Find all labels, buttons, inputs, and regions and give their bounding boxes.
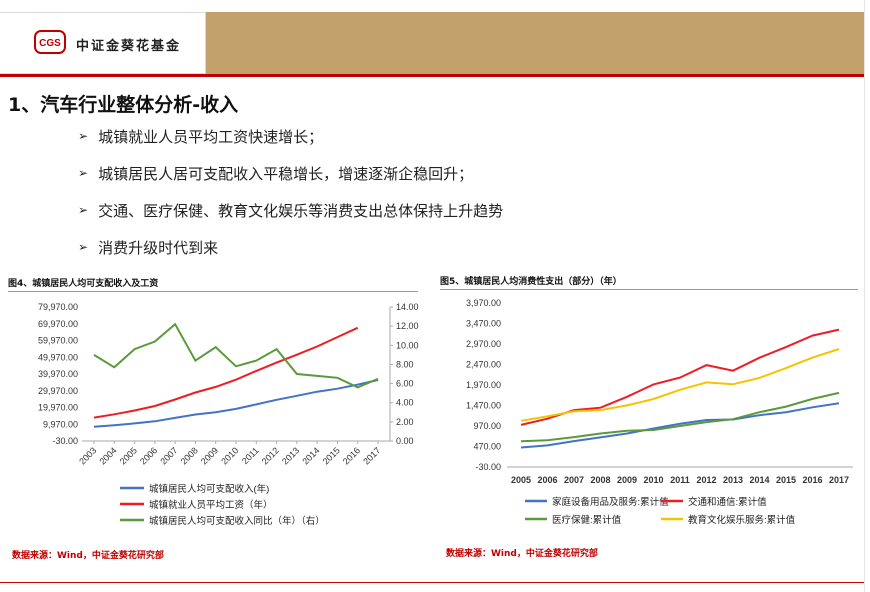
chart1-left-tick-label: 9,970.00 [43, 419, 78, 429]
chart2-x-tick-label: 2007 [564, 475, 584, 485]
chart2-x-tick-label: 2010 [643, 475, 663, 485]
chart2-legend-label: 教育文化娱乐服务:累计值 [688, 514, 796, 526]
arrow-bullet-icon: ➢ [78, 129, 89, 143]
chart1-right-tick-label: 14.00 [396, 302, 419, 312]
bullet-text: 交通、医疗保健、教育文化娱乐等消费支出总体保持上升趋势 [98, 202, 504, 220]
chart1-legend-label: 城镇居民人均可支配收入(年) [149, 483, 269, 495]
bullet-item: ➢ 城镇就业人员平均工资快速增长； [78, 126, 503, 163]
chart1-left-tick-label: 79,970.00 [38, 302, 78, 312]
chart1-x-tick-label: 2003 [77, 445, 98, 466]
bullet-item: ➢ 交通、医疗保健、教育文化娱乐等消费支出总体保持上升趋势 [78, 200, 503, 237]
chart1-x-tick-label: 2013 [280, 445, 301, 466]
company-name: 中证金葵花基金 [76, 39, 182, 54]
chart1-income-wages: 79,970.00 69,970.00 59,970.00 49,970.00 39,9… [38, 302, 419, 527]
chart2-y-tick-label: 470.00 [473, 442, 501, 452]
bullet-item: ➢ 消费升级时代到来 [78, 237, 503, 274]
logo-icon: CGS [34, 30, 66, 54]
chart1-title-rule [8, 291, 418, 292]
chart2-series-line-3 [520, 348, 840, 422]
chart2-y-tick-label: 3,970.00 [466, 298, 501, 308]
chart2-legend-label: 医疗保健:累计值 [552, 514, 622, 526]
chart2-x-tick-label: 2005 [511, 475, 531, 485]
chart2-x-tick-label: 2006 [537, 475, 557, 485]
chart2-legend-label: 家庭设备用品及服务:累计值 [552, 496, 669, 508]
chart1-x-tick-label: 2004 [97, 445, 118, 466]
chart2-y-tick-label: -30.00 [475, 462, 501, 472]
chart1-x-tick-label: 2011 [240, 445, 261, 466]
chart2-legend-label: 交通和通信:累计值 [688, 496, 767, 508]
bullet-text: 城镇居民人居可支配收入平稳增长，增速逐渐企稳回升； [98, 165, 474, 183]
chart2-y-tick-label: 2,970.00 [466, 339, 501, 349]
chart1-x-tick-label: 2016 [341, 445, 362, 466]
chart1-right-tick-label: 12.00 [396, 321, 419, 331]
chart2-y-tick-label: 2,470.00 [466, 360, 501, 370]
chart2-series-line-2 [520, 391, 840, 443]
bullet-text: 城镇就业人员平均工资快速增长； [98, 128, 324, 146]
chart1-right-tick-label: 8.00 [396, 359, 414, 369]
chart1-left-tick-label: -30.00 [52, 436, 78, 446]
page-title: 1、汽车行业整体分析-收入 [8, 94, 239, 116]
chart2-x-tick-label: 2017 [829, 475, 849, 485]
chart1-x-tick-label: 2008 [179, 445, 200, 466]
arrow-bullet-icon: ➢ [78, 203, 89, 217]
chart1-x-tick-label: 2017 [361, 445, 382, 466]
chart1-left-tick-label: 59,970.00 [38, 336, 78, 346]
chart1-series-line-1 [93, 326, 359, 419]
chart2-x-tick-label: 2009 [617, 475, 637, 485]
footer-divider [0, 582, 864, 583]
chart1-x-tick-label: 2012 [260, 445, 281, 466]
chart2-consumption: 3,970.00 3,470.00 2,970.00 2,470.00 1,970.00… [466, 298, 853, 526]
chart2-x-tick-label: 2016 [802, 475, 822, 485]
arrow-bullet-icon: ➢ [78, 240, 89, 254]
header-band [206, 12, 864, 74]
logo-mark-text: CGS [39, 38, 61, 49]
chart1-x-tick-label: 2015 [321, 445, 342, 466]
chart1-source: 数据来源：Wind，中证金葵花研究部 [12, 551, 164, 561]
chart2-series-line-0 [520, 402, 840, 449]
chart2-title: 图5、城镇居民人均消费性支出（部分）（年） [440, 277, 622, 287]
chart1-right-tick-label: 0.00 [396, 436, 414, 446]
chart2-y-tick-label: 1,970.00 [466, 380, 501, 390]
chart2-y-tick-label: 970.00 [473, 421, 501, 431]
bullet-item: ➢ 城镇居民人居可支配收入平稳增长，增速逐渐企稳回升； [78, 163, 503, 200]
chart2-x-tick-label: 2014 [749, 475, 769, 485]
chart2-x-tick-label: 2013 [723, 475, 743, 485]
chart1-series-line-2 [93, 322, 379, 389]
chart1-legend-label: 城镇就业人员平均工资（年） [149, 499, 273, 511]
chart1-x-tick-label: 2007 [158, 445, 179, 466]
chart2-title-rule [440, 289, 858, 290]
chart1-right-tick-label: 10.00 [396, 340, 419, 350]
chart2-source: 数据来源：Wind，中证金葵花研究部 [446, 549, 598, 559]
chart2-x-tick-label: 2011 [670, 475, 690, 485]
header-divider [0, 74, 864, 77]
chart2-y-tick-label: 1,470.00 [466, 401, 501, 411]
chart1-x-tick-label: 2009 [199, 445, 220, 466]
chart1-left-tick-label: 19,970.00 [38, 403, 78, 413]
chart1-x-tick-label: 2006 [138, 445, 159, 466]
bullet-list: ➢ 城镇就业人员平均工资快速增长； ➢ 城镇居民人居可支配收入平稳增长，增速逐渐企稳… [78, 126, 503, 274]
chart2-x-tick-label: 2015 [776, 475, 796, 485]
chart2-x-tick-label: 2008 [590, 475, 610, 485]
chart1-left-tick-label: 69,970.00 [38, 319, 78, 329]
arrow-bullet-icon: ➢ [78, 166, 89, 180]
chart2-y-tick-label: 3,470.00 [466, 319, 501, 329]
chart1-title: 图4、城镇居民人均可支配收入及工资 [8, 279, 159, 289]
chart1-right-tick-label: 2.00 [396, 417, 414, 427]
chart1-legend-label: 城镇居民人均可支配收入同比（年）（右） [149, 515, 325, 527]
chart1-x-tick-label: 2005 [118, 445, 139, 466]
chart1-series-line-0 [93, 379, 379, 428]
chart2-series-line-1 [520, 328, 840, 426]
chart1-left-tick-label: 49,970.00 [38, 352, 78, 362]
chart2-x-tick-label: 2012 [696, 475, 716, 485]
bullet-text: 消费升级时代到来 [98, 239, 219, 257]
chart1-left-tick-label: 29,970.00 [38, 386, 78, 396]
right-edge-line [864, 0, 865, 592]
chart1-x-tick-label: 2014 [300, 445, 321, 466]
chart1-x-tick-label: 2010 [219, 445, 240, 466]
chart1-right-tick-label: 4.00 [396, 398, 414, 408]
chart1-left-tick-label: 39,970.00 [38, 369, 78, 379]
chart1-right-tick-label: 6.00 [396, 379, 414, 389]
